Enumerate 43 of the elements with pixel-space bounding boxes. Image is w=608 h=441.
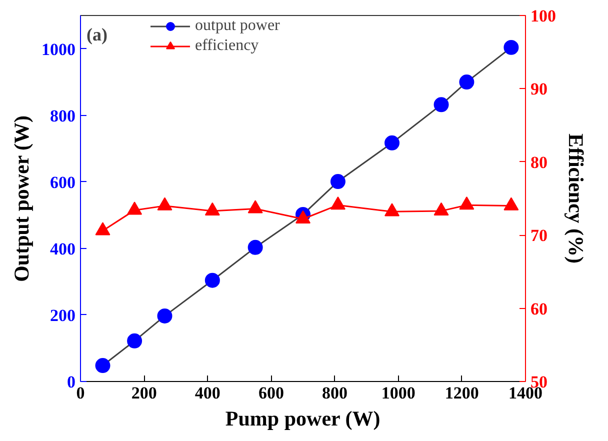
legend-label: output power bbox=[195, 17, 280, 35]
y2-tick-label: 100 bbox=[530, 6, 556, 26]
x-tick-label: 200 bbox=[131, 384, 157, 402]
point bbox=[384, 203, 400, 216]
x-axis-title: Pump power (W) bbox=[225, 406, 380, 430]
y2-tick-label: 60 bbox=[530, 299, 548, 318]
point bbox=[157, 197, 172, 210]
annotation: (a) bbox=[86, 24, 108, 44]
x-tick-label: 400 bbox=[194, 384, 220, 402]
point bbox=[434, 97, 449, 112]
point bbox=[434, 202, 449, 216]
y2-axis-title: Efficiency (%) bbox=[564, 133, 588, 264]
y-tick-label: 400 bbox=[50, 239, 76, 258]
point bbox=[459, 196, 474, 210]
legend-label: efficiency bbox=[195, 37, 259, 55]
point bbox=[330, 196, 346, 210]
point bbox=[157, 308, 172, 324]
x-tick-label: 1200 bbox=[444, 384, 479, 402]
point bbox=[296, 210, 310, 224]
point bbox=[127, 333, 142, 348]
point bbox=[248, 200, 263, 214]
y-tick-label: 800 bbox=[50, 106, 76, 126]
point bbox=[248, 240, 263, 255]
point bbox=[95, 358, 110, 374]
x-tick-label: 600 bbox=[258, 384, 284, 402]
point bbox=[204, 272, 220, 288]
y2-tick-label: 70 bbox=[530, 226, 548, 246]
y-tick-label: 600 bbox=[50, 172, 76, 192]
point bbox=[504, 197, 519, 210]
point bbox=[384, 135, 400, 150]
x-tick-label: 1000 bbox=[381, 384, 416, 402]
y-tick-label: 200 bbox=[50, 306, 76, 325]
y-axis-title: Output power (W) bbox=[10, 115, 34, 282]
y-tick-label: 1000 bbox=[42, 40, 76, 59]
x-tick-label: 800 bbox=[322, 384, 348, 402]
point bbox=[204, 202, 220, 216]
point bbox=[459, 74, 474, 90]
point bbox=[127, 202, 142, 215]
y2-tick-label: 90 bbox=[530, 80, 548, 99]
point bbox=[504, 40, 519, 55]
y2-tick-label: 80 bbox=[530, 152, 548, 172]
point bbox=[330, 174, 346, 190]
point bbox=[95, 222, 110, 236]
